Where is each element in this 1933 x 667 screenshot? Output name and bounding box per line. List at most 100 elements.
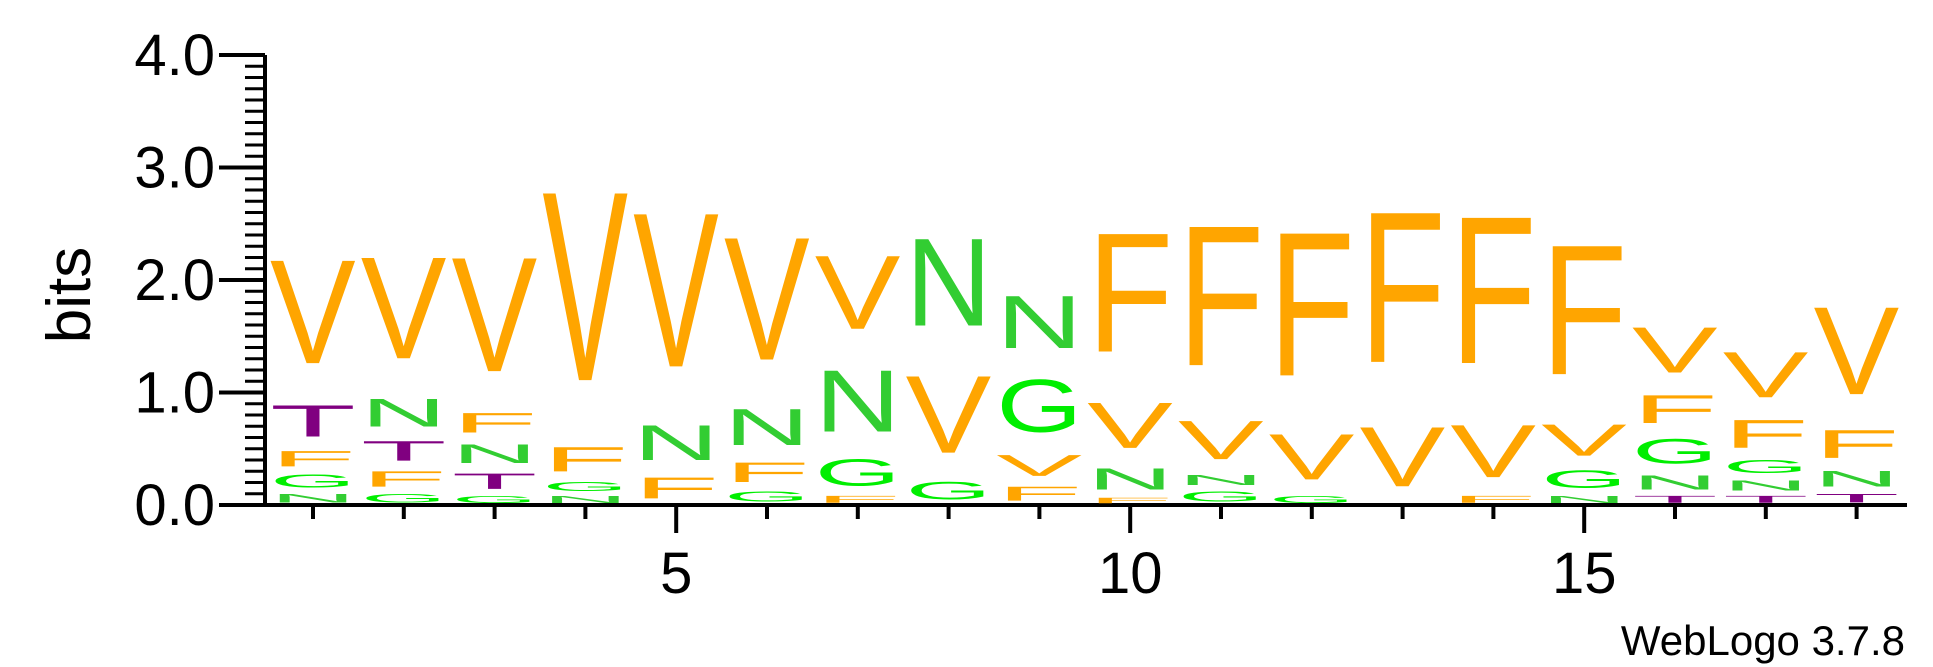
logo-letter-V: V [906, 354, 992, 477]
weblogo-credit: WebLogo 3.7.8 [1621, 617, 1905, 664]
logo-letter-V: V [1178, 409, 1264, 471]
logo-letter-V: V [996, 449, 1082, 483]
logo-letter-F: F [1087, 198, 1173, 389]
logo-letter-F: F [452, 407, 538, 439]
logo-letter-G: G [815, 451, 901, 494]
logo-letter-V: V [542, 135, 628, 438]
logo-letter-V: V [1360, 409, 1446, 505]
logo-letter-F: F [361, 467, 447, 492]
x-tick-label: 5 [660, 541, 692, 606]
logo-letter-F: F [1450, 172, 1536, 407]
logo-letter-N: N [1632, 471, 1718, 493]
logo-letter-F: F [1087, 496, 1173, 505]
logo-letter-V: V [361, 228, 447, 390]
logo-letter-N: N [452, 439, 538, 469]
logo-letter-N: N [1541, 494, 1627, 505]
logo-letter-G: G [996, 364, 1082, 448]
logo-letter-F: F [996, 483, 1082, 505]
logo-letter-N: N [361, 390, 447, 435]
logo-letter-V: V [1723, 338, 1809, 411]
logo-letter-N: N [633, 415, 719, 471]
logo-letter-V: V [1269, 420, 1355, 493]
y-axis: 0.0 1.0 2.0 3.0 4.0 [134, 23, 267, 538]
logo-column-8: GVN [906, 212, 992, 505]
logo-column-12: GVF [1269, 190, 1355, 505]
logo-letter-V: V [1814, 280, 1900, 420]
logo-letter-T: T [452, 469, 538, 494]
logo-letter-V: V [1087, 389, 1173, 462]
logo-letter-N: N [724, 399, 810, 457]
logo-letter-G: G [1632, 432, 1718, 471]
y-tick-label: 0.0 [134, 473, 215, 538]
logo-letter-T: T [1814, 492, 1900, 505]
y-tick-label: 1.0 [134, 361, 215, 426]
logo-letter-F: F [1178, 183, 1264, 408]
logo-letter-N: N [542, 494, 628, 505]
logo-letter-G: G [1723, 456, 1809, 476]
logo-letter-F: F [1632, 387, 1718, 432]
logo-letter-F: F [724, 456, 810, 488]
logo-letter-N: N [906, 212, 992, 353]
logo-letter-V: V [452, 224, 538, 407]
logo-letter-V: V [1450, 410, 1536, 494]
logo-letter-V: V [1632, 314, 1718, 387]
logo-letter-F: F [1450, 494, 1536, 505]
logo-letter-F: F [1269, 190, 1355, 420]
logo-letter-V: V [270, 229, 356, 395]
logo-letter-G: G [1178, 488, 1264, 505]
logo-letter-G: G [452, 494, 538, 505]
logo-letter-F: F [542, 440, 628, 479]
logo-letter-F: F [1814, 421, 1900, 466]
letter-stacks: NGFTVGFTNVGTNFVNGFVFNVGFNVFGNVGVNFVGNFNV… [270, 135, 1900, 505]
logo-letter-T: T [361, 435, 447, 467]
logo-letter-F: F [633, 471, 719, 505]
logo-letter-F: F [270, 447, 356, 472]
x-tick-label: 15 [1552, 541, 1617, 606]
logo-letter-N: N [1814, 467, 1900, 492]
logo-column-5: FNV [633, 167, 719, 505]
y-tick-label: 4.0 [134, 23, 215, 88]
logo-column-13: VF [1360, 166, 1446, 505]
logo-letter-N: N [1723, 477, 1809, 494]
y-axis-label: bits [35, 247, 104, 343]
logo-column-14: FVF [1450, 172, 1536, 505]
logo-letter-V: V [1541, 415, 1627, 465]
logo-letter-N: N [270, 491, 356, 505]
logo-letter-G: G [542, 479, 628, 494]
logo-letter-N: N [1178, 471, 1264, 488]
logo-letter-V: V [815, 234, 901, 352]
logo-letter-T: T [1632, 494, 1718, 505]
logo-letter-G: G [1269, 494, 1355, 505]
x-tick-label: 10 [1098, 541, 1163, 606]
y-tick-label: 3.0 [134, 136, 215, 201]
logo-letter-V: V [724, 201, 810, 397]
logo-letter-G: G [724, 488, 810, 505]
y-tick-label: 2.0 [134, 248, 215, 313]
logo-letter-F: F [1723, 411, 1809, 456]
logo-letter-T: T [270, 396, 356, 447]
logo-letter-G: G [1541, 465, 1627, 493]
logo-letter-N: N [996, 281, 1082, 365]
x-axis: 5 10 15 [265, 503, 1907, 606]
logo-letter-N: N [1087, 462, 1173, 496]
logo-letter-F: F [815, 494, 901, 505]
logo-letter-T: T [1723, 494, 1809, 505]
logo-letter-G: G [270, 471, 356, 491]
logo-letter-F: F [1541, 206, 1627, 413]
logo-letter-G: G [906, 477, 992, 505]
